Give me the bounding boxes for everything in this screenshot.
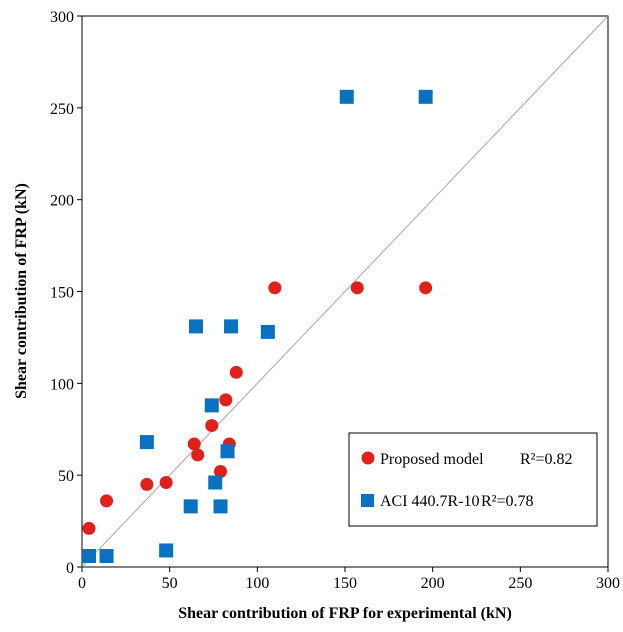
point-proposed-model xyxy=(205,419,219,433)
point-aci-440-7r-10 xyxy=(418,89,433,104)
y-tick-label: 250 xyxy=(50,101,74,118)
legend: Proposed model R²=0.82 ACI 440.7R-10 R²=… xyxy=(348,432,598,527)
y-tick-label: 150 xyxy=(50,285,74,302)
x-axis-title: Shear contribution of FRP for experiment… xyxy=(178,605,512,622)
legend-label-aci: ACI 440.7R-10 xyxy=(380,493,480,510)
x-tick-label: 250 xyxy=(508,575,532,592)
point-aci-440-7r-10 xyxy=(82,548,97,563)
point-proposed-model xyxy=(100,494,114,508)
legend-r2-aci: R²=0.78 xyxy=(481,493,534,510)
point-aci-440-7r-10 xyxy=(339,89,354,104)
legend-r2-proposed: R²=0.82 xyxy=(520,451,573,468)
point-proposed-model xyxy=(219,393,233,407)
point-aci-440-7r-10 xyxy=(139,435,154,450)
y-axis-ticks: 0 50 100 150 200 250 300 xyxy=(50,9,82,577)
x-axis-ticks: 0 50 100 150 200 250 300 xyxy=(78,567,620,592)
point-aci-440-7r-10 xyxy=(220,444,235,459)
point-aci-440-7r-10 xyxy=(159,543,174,558)
y-tick-label: 200 xyxy=(50,193,74,210)
x-tick-label: 300 xyxy=(596,575,620,592)
point-proposed-model xyxy=(268,281,282,295)
point-aci-440-7r-10 xyxy=(188,319,203,334)
point-aci-440-7r-10 xyxy=(208,475,223,490)
y-tick-label: 50 xyxy=(58,468,74,485)
x-tick-label: 150 xyxy=(333,575,357,592)
y-tick-label: 300 xyxy=(50,9,74,26)
point-proposed-model xyxy=(191,448,205,462)
reference-line xyxy=(81,15,609,568)
data-points xyxy=(82,89,433,563)
legend-box xyxy=(348,432,598,527)
y-axis-title: Shear contribution of FRP (kN) xyxy=(13,183,30,399)
point-proposed-model xyxy=(159,476,173,490)
point-proposed-model xyxy=(419,281,433,295)
y-tick-label: 100 xyxy=(50,376,74,393)
point-aci-440-7r-10 xyxy=(224,319,239,334)
x-tick-label: 200 xyxy=(421,575,445,592)
legend-label-proposed: Proposed model xyxy=(380,451,484,468)
point-proposed-model xyxy=(229,365,243,379)
x-tick-label: 100 xyxy=(245,575,269,592)
point-aci-440-7r-10 xyxy=(260,324,275,339)
point-proposed-model xyxy=(82,521,96,535)
point-aci-440-7r-10 xyxy=(99,548,114,563)
x-tick-label: 50 xyxy=(162,575,178,592)
legend-marker-proposed xyxy=(361,451,375,465)
point-proposed-model xyxy=(350,281,364,295)
legend-marker-aci xyxy=(361,494,374,507)
x-tick-label: 0 xyxy=(78,575,86,592)
point-proposed-model xyxy=(214,464,228,478)
point-proposed-model xyxy=(187,437,201,451)
point-proposed-model xyxy=(140,477,154,491)
point-aci-440-7r-10 xyxy=(183,499,198,514)
point-aci-440-7r-10 xyxy=(213,499,228,514)
point-aci-440-7r-10 xyxy=(204,398,219,413)
y-tick-label: 0 xyxy=(66,560,74,577)
